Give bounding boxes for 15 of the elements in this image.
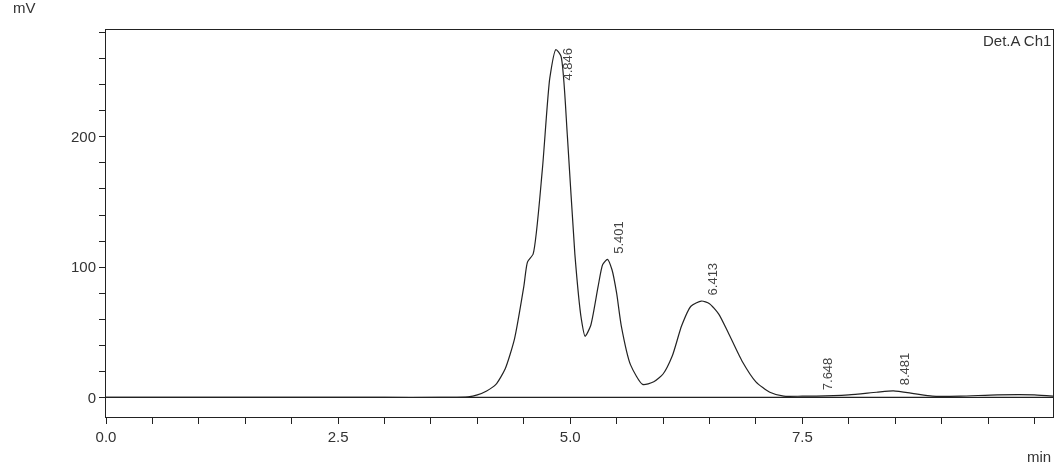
annotation: 6.413 [705,262,721,296]
annotation: 5.401 [611,221,627,254]
annotation: 7.648 [819,357,835,391]
annotation: 8.481 [897,352,913,386]
y-tick-label: 100 [70,258,96,276]
annotation: 4.846 [560,47,576,81]
x-tick-label: 7.5 [791,428,813,445]
x-tick-label: 2.5 [327,428,349,445]
y-axis-title: mV [13,0,36,16]
x-axis-title: min [1027,448,1052,465]
y-tick-label: 200 [70,128,96,146]
y-tick-label: 0 [87,388,96,406]
x-tick-label: 5.0 [559,428,581,445]
annotation: Det.A Ch1 [983,32,1052,49]
x-tick-label: 0.0 [95,428,117,445]
